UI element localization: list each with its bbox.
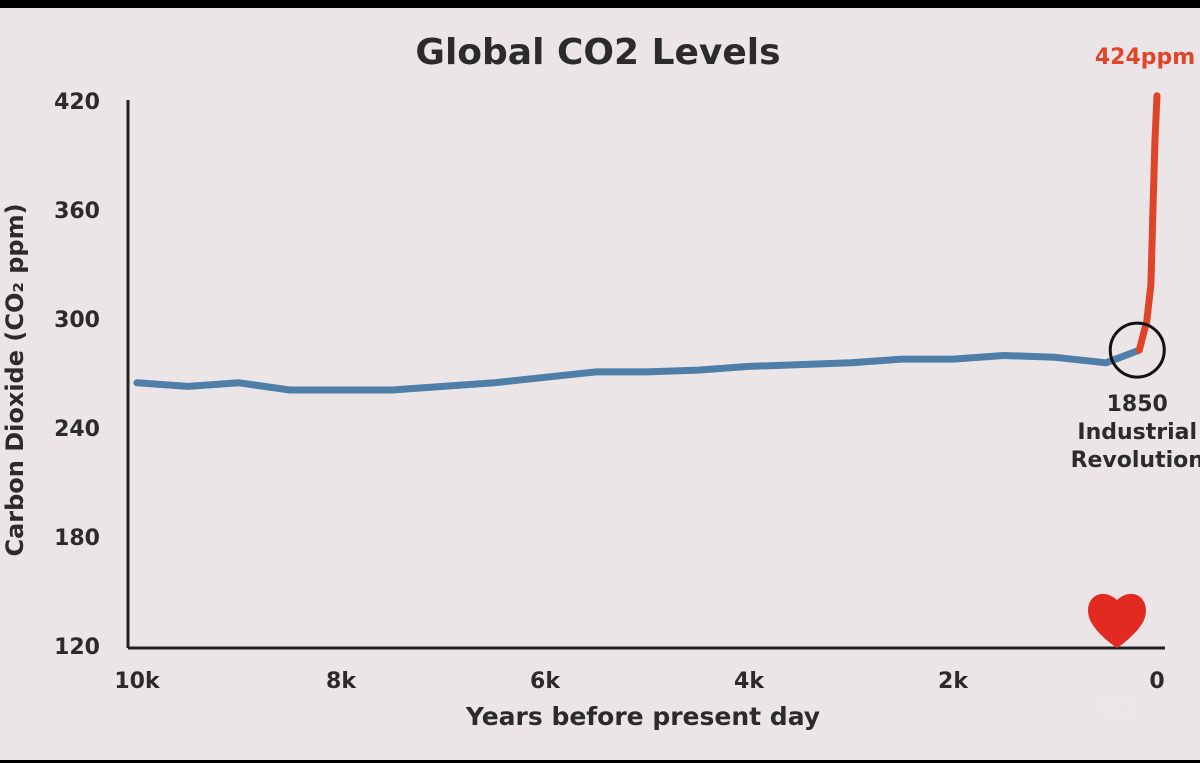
y-tick-label: 180 xyxy=(54,526,100,551)
annotation-circle xyxy=(1108,321,1166,379)
annotation-text: 1850 xyxy=(1107,392,1168,417)
y-tick-label: 300 xyxy=(54,308,100,333)
x-tick-label: 10k xyxy=(114,669,161,694)
annotation-text: Revolution xyxy=(1071,448,1200,473)
x-tick-label: 0 xyxy=(1149,669,1164,694)
y-axis-label: Carbon Dioxide (CO₂ ppm) xyxy=(1,203,29,556)
annotation-value: 424ppm xyxy=(1095,45,1195,70)
heart-icon[interactable] xyxy=(1088,593,1146,648)
y-tick-label: 240 xyxy=(54,417,100,442)
x-tick-label: 6k xyxy=(530,669,561,694)
x-tick-label: 2k xyxy=(938,669,969,694)
x-tick-label: 8k xyxy=(326,669,357,694)
x-axis-label: Years before present day xyxy=(465,702,820,731)
annotation-text: Industrial xyxy=(1077,420,1197,445)
like-count: 92 xyxy=(1099,694,1135,727)
x-tick-label: 4k xyxy=(734,669,765,694)
chart-title: Global CO2 Levels xyxy=(415,32,780,73)
y-tick-label: 360 xyxy=(54,199,100,224)
data-line xyxy=(133,346,1143,394)
y-tick-label: 420 xyxy=(54,90,100,115)
y-tick-label: 120 xyxy=(54,635,100,660)
